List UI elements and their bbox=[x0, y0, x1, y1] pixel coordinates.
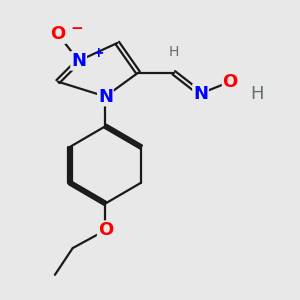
Text: O: O bbox=[223, 73, 238, 91]
Text: H: H bbox=[250, 85, 264, 103]
Text: N: N bbox=[193, 85, 208, 103]
Text: N: N bbox=[98, 88, 113, 106]
Text: H: H bbox=[169, 45, 179, 59]
Text: +: + bbox=[92, 46, 104, 60]
Text: −: − bbox=[71, 21, 84, 36]
Text: N: N bbox=[71, 52, 86, 70]
Text: O: O bbox=[50, 25, 65, 43]
Text: O: O bbox=[98, 221, 113, 239]
